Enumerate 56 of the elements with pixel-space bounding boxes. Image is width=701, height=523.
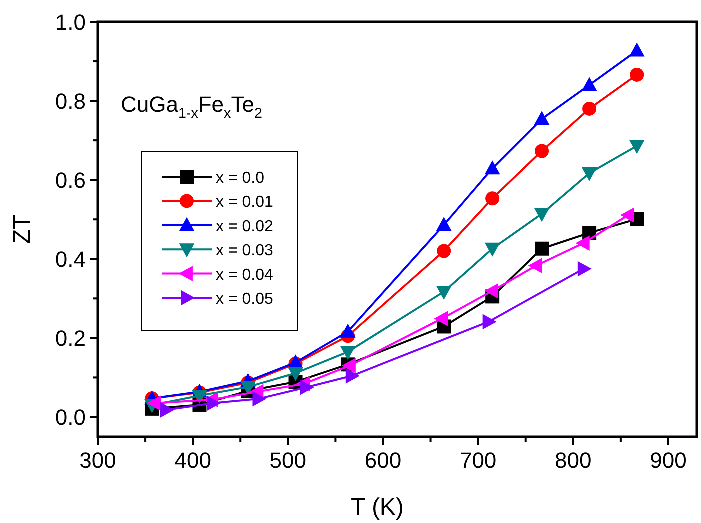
point — [482, 314, 497, 330]
point — [582, 77, 598, 92]
point — [147, 396, 161, 412]
point — [620, 208, 634, 223]
point — [629, 42, 645, 57]
point — [630, 68, 644, 82]
x-tick-label: 900 — [650, 448, 687, 473]
point — [534, 208, 550, 222]
y-tick-label: 0.4 — [55, 247, 86, 272]
point — [484, 242, 500, 257]
point — [629, 140, 645, 154]
point — [300, 380, 314, 396]
point — [240, 381, 256, 396]
y-tick-label: 0.8 — [55, 89, 86, 114]
point — [434, 311, 448, 327]
point — [160, 402, 175, 418]
y-axis-title: ZT — [9, 214, 36, 244]
point — [486, 192, 500, 206]
point — [192, 390, 208, 404]
x-tick-label: 500 — [270, 448, 307, 473]
point — [484, 160, 500, 175]
y-tick-label: 0.0 — [55, 405, 86, 430]
point — [535, 144, 550, 158]
y-tick-label: 0.2 — [55, 326, 86, 352]
point — [534, 111, 550, 126]
point — [582, 167, 598, 182]
annotation: CuGa$_{1-x}$Fe$_{x}$Te$_{2}$ — [121, 92, 262, 122]
x-tick-label: 800 — [555, 448, 592, 473]
x-axis-title: T (K) — [351, 494, 404, 521]
legend-label: x = 0.02 — [216, 218, 274, 236]
x-tick-label: 600 — [364, 448, 402, 473]
point — [207, 396, 222, 412]
point — [436, 217, 452, 232]
y-tick-label: 1.0 — [55, 10, 86, 35]
point — [346, 368, 360, 384]
x-tick-label: 700 — [460, 448, 497, 473]
point — [535, 242, 550, 256]
point — [252, 391, 267, 407]
y-tick-label: 0.6 — [55, 168, 86, 194]
point — [578, 261, 592, 277]
x-tick-label: 300 — [80, 448, 116, 473]
point — [288, 367, 304, 382]
legend-label: x = 0.03 — [216, 242, 274, 260]
legend-label: x = 0.01 — [216, 194, 274, 212]
point — [437, 244, 452, 258]
point — [340, 324, 356, 338]
point — [528, 258, 542, 274]
point — [484, 283, 499, 299]
legend-label: x = 0.04 — [216, 266, 274, 284]
point — [436, 286, 452, 300]
point — [340, 346, 356, 360]
legend-label: x = 0.05 — [216, 291, 274, 308]
point — [576, 236, 590, 252]
point — [582, 102, 597, 116]
legend-label: x = 0.0 — [216, 170, 265, 187]
x-tick-label: 400 — [174, 448, 212, 473]
